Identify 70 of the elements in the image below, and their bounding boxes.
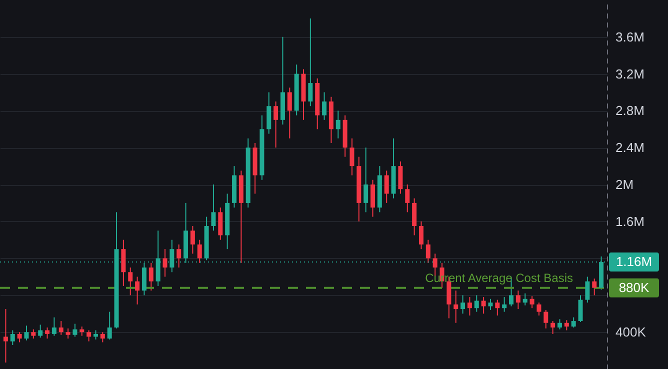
candlestick [52, 316, 56, 336]
candlestick [45, 326, 50, 340]
candlestick [384, 170, 389, 204]
candlestick [571, 316, 576, 328]
candlestick [405, 184, 410, 213]
candlestick [3, 308, 8, 364]
ref-line-label: 880K [618, 280, 650, 295]
y-tick-label: 2.8M [616, 103, 644, 118]
candlestick [17, 332, 22, 343]
candlestick [364, 147, 368, 213]
candlestick [121, 239, 126, 286]
candlestick [197, 239, 202, 264]
candlestick [585, 276, 590, 304]
candlestick [72, 323, 78, 338]
candlestick [24, 325, 29, 341]
candlestick [266, 92, 272, 134]
candlestick [412, 198, 417, 236]
candlestick [474, 294, 479, 312]
y-tick-label: 3.6M [616, 29, 644, 44]
candlestick [550, 320, 556, 334]
candlestick [86, 330, 92, 342]
candlestick [564, 320, 569, 331]
candlestick [536, 302, 542, 316]
candlestick [176, 244, 182, 268]
candlestick [128, 267, 133, 296]
candlestick [322, 92, 327, 120]
candlestick [80, 326, 84, 336]
candlestick [218, 207, 223, 240]
candlestick [481, 296, 486, 314]
y-tick-label: 2M [616, 177, 634, 192]
candlestick [488, 298, 493, 310]
candlestick [162, 248, 168, 278]
candlestick [418, 220, 424, 250]
candlestick [107, 311, 112, 340]
candlestick [578, 294, 583, 322]
candlestick [336, 110, 340, 139]
candlestick [544, 309, 548, 329]
candlestick [530, 296, 534, 309]
candlestick [38, 324, 43, 338]
candlestick [100, 332, 105, 343]
y-tick-label: 2.4M [616, 140, 644, 156]
candlestick [370, 179, 376, 218]
candlestick [454, 290, 458, 324]
candlestick [10, 330, 15, 346]
candlestick [93, 330, 98, 340]
candlestick [460, 294, 466, 314]
candlestick [495, 299, 500, 316]
candlestick [287, 87, 292, 139]
y-tick-label: 1.6M [616, 214, 644, 229]
candlestick [502, 296, 507, 312]
candlestick [211, 184, 216, 232]
candlestick [135, 276, 140, 305]
candlestick [274, 100, 278, 148]
candlestick [592, 278, 597, 296]
candlestick [398, 160, 403, 194]
candlestick [31, 328, 36, 340]
candlestick [58, 320, 64, 336]
candlestick [522, 292, 528, 306]
y-tick-label: 3.2M [616, 66, 644, 82]
candlestick [516, 290, 520, 310]
y-tick-label: 400K [616, 324, 646, 340]
candlestick [148, 262, 154, 292]
candlestick [426, 239, 430, 264]
candlestick [350, 138, 354, 176]
candlestick [467, 296, 472, 316]
candlestick [190, 226, 195, 254]
candlestick [66, 328, 70, 340]
candlestick [557, 318, 562, 330]
ref-line-label: 1.16M [616, 254, 652, 269]
candlestick [308, 18, 313, 107]
